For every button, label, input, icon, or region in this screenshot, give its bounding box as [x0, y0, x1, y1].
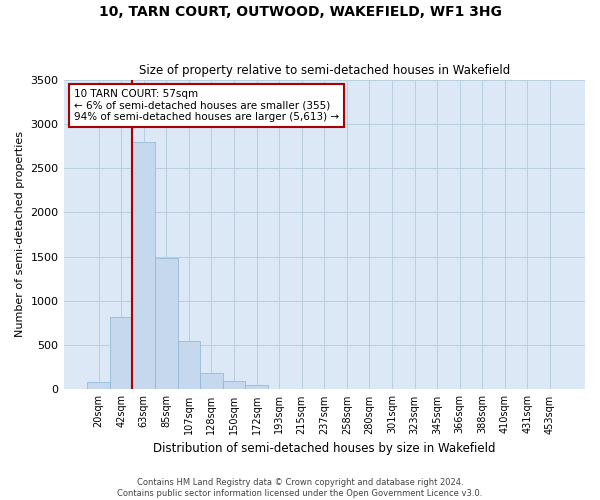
Bar: [133, 142, 155, 390]
Bar: [200, 373, 223, 390]
Bar: [178, 341, 200, 390]
X-axis label: Distribution of semi-detached houses by size in Wakefield: Distribution of semi-detached houses by …: [153, 442, 496, 455]
Y-axis label: Number of semi-detached properties: Number of semi-detached properties: [15, 132, 25, 338]
Bar: [223, 382, 245, 390]
Text: 10, TARN COURT, OUTWOOD, WAKEFIELD, WF1 3HG: 10, TARN COURT, OUTWOOD, WAKEFIELD, WF1 …: [98, 5, 502, 19]
Text: 10 TARN COURT: 57sqm
← 6% of semi-detached houses are smaller (355)
94% of semi-: 10 TARN COURT: 57sqm ← 6% of semi-detach…: [74, 89, 339, 122]
Bar: [155, 258, 178, 390]
Bar: [87, 382, 110, 390]
Text: Contains HM Land Registry data © Crown copyright and database right 2024.
Contai: Contains HM Land Registry data © Crown c…: [118, 478, 482, 498]
Bar: [245, 385, 268, 390]
Bar: [110, 317, 133, 390]
Title: Size of property relative to semi-detached houses in Wakefield: Size of property relative to semi-detach…: [139, 64, 510, 77]
